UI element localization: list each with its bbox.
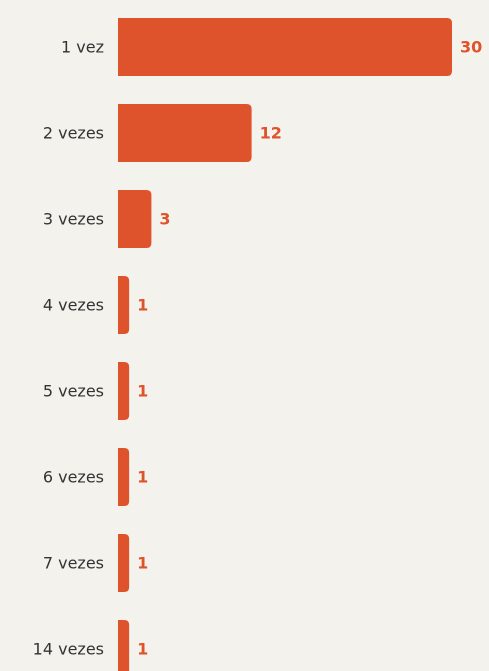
value-label: 3 [159,210,170,229]
bar [118,448,130,506]
category-label: 4 vezes [43,296,104,315]
bar [118,104,252,162]
category-label: 14 vezes [33,640,104,659]
category-label: 1 vez [61,38,104,57]
bar [118,276,130,334]
bar [118,18,452,76]
category-label: 5 vezes [43,382,104,401]
bar [118,190,152,248]
value-label: 30 [460,38,482,57]
value-label: 1 [137,296,148,315]
value-label: 1 [137,382,148,401]
value-label: 12 [260,124,282,143]
bar [118,362,130,420]
value-label: 1 [137,468,148,487]
bar [118,534,130,592]
value-label: 1 [137,640,148,659]
category-label: 7 vezes [43,554,104,573]
category-label: 3 vezes [43,210,104,229]
value-label: 1 [137,554,148,573]
category-label: 6 vezes [43,468,104,487]
category-label: 2 vezes [43,124,104,143]
bar [118,620,130,671]
